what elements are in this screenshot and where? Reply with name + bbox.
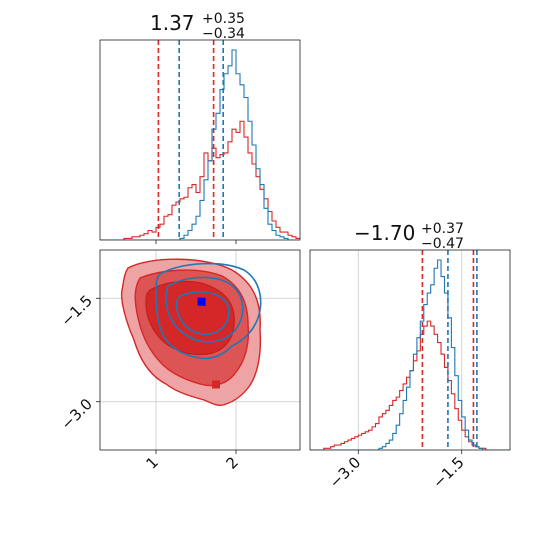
blue-contour-inner — [175, 291, 230, 336]
histogram-param-2-panel: −3.0 −1.5 — [309, 249, 511, 492]
red-histogram-step — [310, 320, 510, 450]
histogram-param-1-frame — [99, 39, 301, 241]
blue-histogram-step — [100, 49, 300, 240]
blue-contour-outer — [155, 262, 262, 360]
y-tick-label-1: −3.0 — [58, 395, 96, 433]
red-marker-1 — [190, 318, 199, 327]
x-tick-label-0: 1 — [143, 453, 162, 472]
x-tick-label-0: −3.0 — [326, 453, 364, 491]
histogram-param-2-frame — [309, 249, 511, 451]
joint-density-frame — [99, 249, 301, 451]
x-tick-label-1: 2 — [223, 453, 242, 472]
red-marker-0 — [169, 290, 178, 299]
blue-contours — [155, 262, 262, 360]
param-2-plus: +0.37 — [421, 221, 464, 237]
param-2-value: −1.70 — [354, 221, 415, 245]
param-1-plus: +0.35 — [202, 11, 245, 27]
blue-histogram-step — [310, 259, 510, 450]
param-2-minus: −0.47 — [421, 236, 464, 252]
blue-contour-middle — [165, 276, 244, 343]
y-tick-label-0: −1.5 — [58, 292, 96, 330]
red-histogram-step — [100, 120, 300, 240]
joint-density-panel: 1 2 −1.5 −3.0 — [58, 249, 301, 473]
param-2-title: −1.70 +0.37 −0.47 — [354, 221, 464, 252]
x-tick-label-1: −1.5 — [429, 453, 467, 491]
histogram-param-1-panel — [99, 39, 301, 244]
blue-marker — [197, 297, 206, 306]
red-contour-fill — [120, 258, 262, 407]
red-marker-2 — [212, 380, 220, 389]
param-1-minus: −0.34 — [202, 26, 245, 42]
red-contour-inner — [145, 280, 235, 356]
param-1-title: 1.37 +0.35 −0.34 — [150, 11, 245, 42]
param-1-value: 1.37 — [150, 11, 195, 35]
